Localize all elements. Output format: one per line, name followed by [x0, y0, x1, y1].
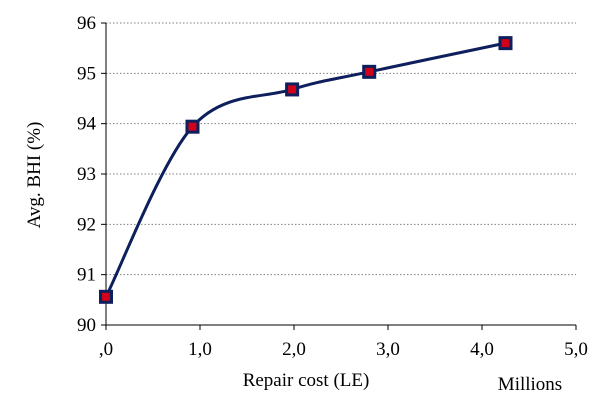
- marker-fill: [188, 122, 197, 131]
- y-tick-label: 91: [77, 265, 96, 286]
- data-point: [362, 64, 377, 79]
- x-axis-label: Repair cost (LE): [243, 370, 370, 391]
- y-tick-label: 96: [77, 13, 96, 34]
- x-tick-label: 5,0: [564, 339, 588, 360]
- marker-fill: [365, 67, 374, 76]
- axes: [101, 22, 577, 330]
- y-axis-label: Avg. BHI (%): [24, 122, 45, 229]
- x-axis-unit-label: Millions: [498, 374, 562, 394]
- data-point: [185, 119, 200, 134]
- grid-lines: [106, 22, 576, 276]
- x-tick-labels: ,0 1,0 2,0 3,0 4,0 5,0: [99, 339, 588, 360]
- y-tick-label: 90: [77, 315, 96, 336]
- y-tick-labels: 90 91 92 93 94 95 96: [77, 13, 97, 336]
- x-tick-label: 4,0: [470, 339, 494, 360]
- y-tick-label: 95: [77, 63, 96, 84]
- y-tick-label: 93: [77, 164, 96, 185]
- series-group: [99, 36, 513, 304]
- series-line: [104, 41, 506, 298]
- marker-fill: [501, 39, 510, 48]
- marker-fill: [102, 292, 110, 301]
- x-tick-label: 2,0: [282, 339, 306, 360]
- x-tick-label: ,0: [99, 339, 113, 360]
- y-tick-label: 94: [77, 114, 97, 135]
- data-point: [99, 289, 113, 304]
- marker-fill: [288, 85, 297, 94]
- x-tick-label: 1,0: [188, 339, 212, 360]
- data-point: [498, 36, 513, 51]
- data-point: [285, 82, 300, 97]
- x-tick-label: 3,0: [376, 339, 400, 360]
- y-tick-label: 92: [77, 214, 96, 235]
